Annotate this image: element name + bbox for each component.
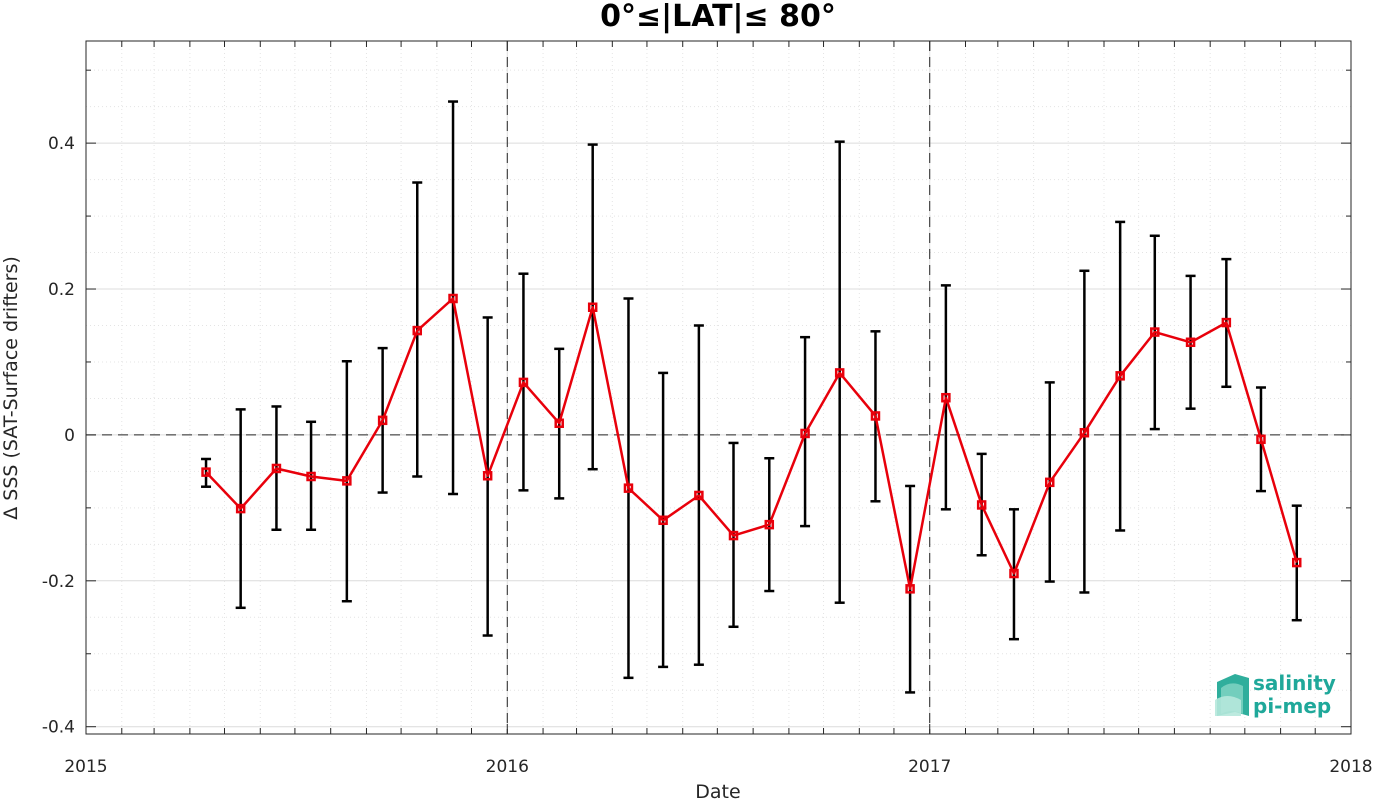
data-point [905,584,915,594]
data-point [412,325,423,336]
chart-title: 0°≤|LAT|≤ 80° [600,0,836,34]
data-point [694,490,704,501]
data-point [1256,434,1266,445]
reference-lines [86,41,1351,734]
series-polyline [205,297,1299,591]
y-tick-label: 0 [64,426,75,446]
y-tick-label: -0.4 [42,718,75,738]
axes-box [85,40,1352,735]
x-tick-label: 2015 [64,757,107,777]
data-point [658,515,668,526]
x-tick-label: 2018 [1329,757,1372,777]
data-point [1185,337,1196,348]
data-point [976,500,987,510]
tick-labels: -0.4 -0.2 0 0.2 0.4 2015 2016 2017 2018 [42,134,1373,777]
y-tick-label: -0.2 [42,572,75,592]
data-point [1221,317,1232,328]
data-point [235,503,246,514]
data-point [1292,557,1302,568]
data-point [201,467,211,477]
x-tick-label: 2017 [908,757,951,777]
x-axis-label: Date [695,781,740,801]
data-point [1079,427,1090,438]
data-point [518,377,529,388]
data-point [728,530,739,541]
data-point [342,476,352,486]
data-point [554,418,564,428]
salinity-pimep-logo: salinity pi-mep [1215,671,1336,718]
data-point [941,392,951,403]
y-axis-label: Δ SSS (SAT-Surface drifters) [0,256,22,520]
data-point [1150,327,1160,337]
data-point [306,471,316,482]
y-tick-label: 0.2 [48,280,75,300]
data-point [587,302,598,313]
data-point [623,483,634,493]
svg-text:salinity: salinity [1253,671,1336,695]
data-point [870,411,881,421]
axes-frame [85,40,1352,735]
y-tick-label: 0.4 [48,134,75,154]
data-point [800,428,810,439]
svg-text:pi-mep: pi-mep [1253,694,1331,718]
data-point [448,293,458,304]
x-tick-label: 2016 [486,757,529,777]
series-line [201,293,1302,594]
data-point [1009,568,1019,579]
data-point [764,519,775,530]
data-point [834,368,845,378]
data-point [1115,371,1125,381]
data-point [482,471,493,481]
data-point [1045,477,1055,488]
data-point [271,463,282,474]
data-point [377,415,388,426]
